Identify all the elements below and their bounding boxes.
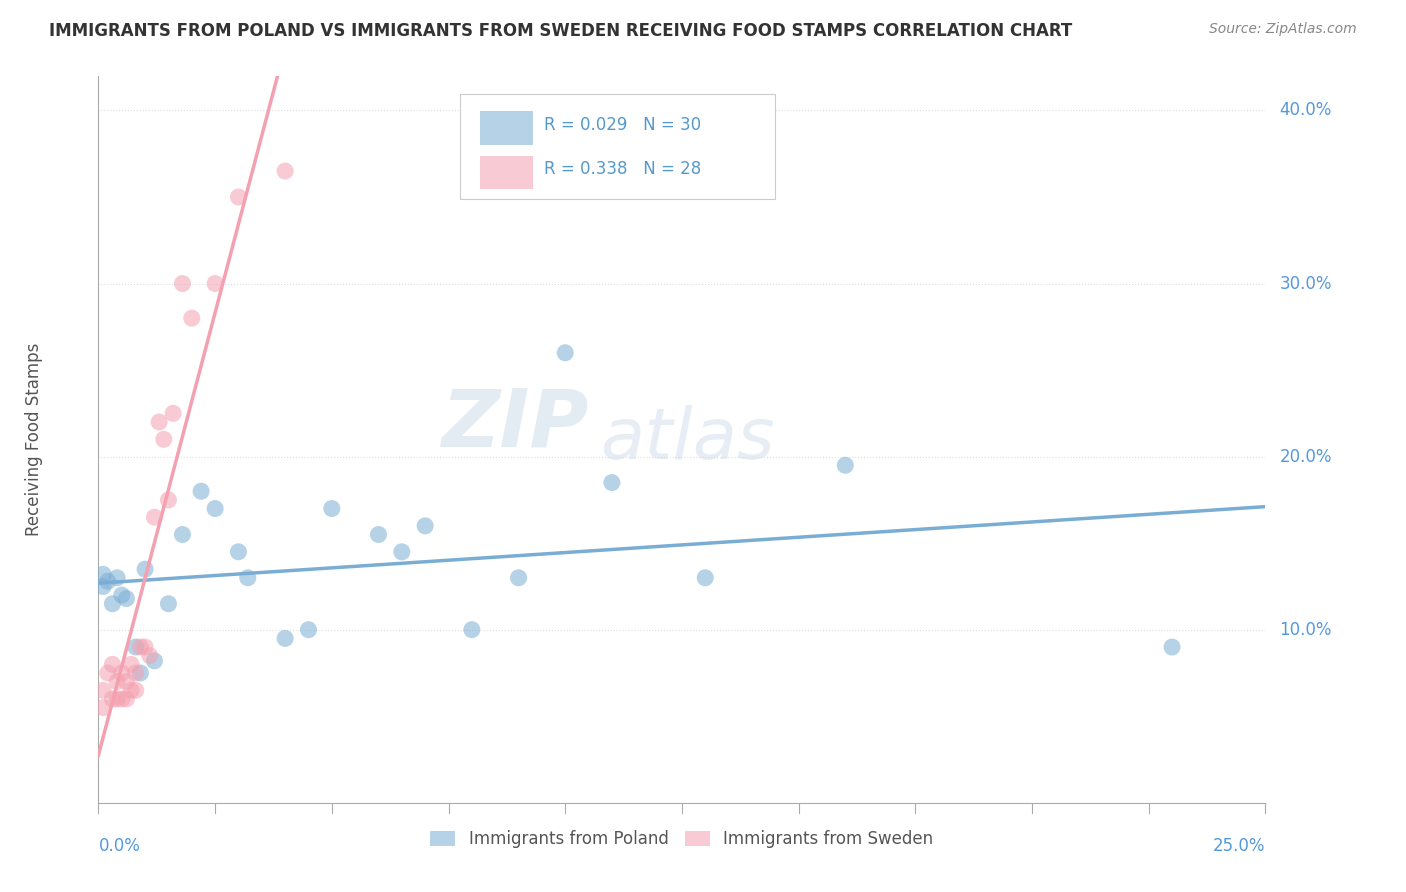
Point (204, 277, 226, 291)
Point (139, 648, 162, 663)
Point (97, 574, 120, 589)
Point (274, 632, 297, 646)
Point (129, 640, 152, 654)
Text: 30.0%: 30.0% (1279, 275, 1331, 293)
Point (101, 692, 124, 706)
Text: IMMIGRANTS FROM POLAND VS IMMIGRANTS FROM SWEDEN RECEIVING FOOD STAMPS CORRELATI: IMMIGRANTS FROM POLAND VS IMMIGRANTS FRO… (49, 22, 1073, 40)
Point (391, 545, 413, 559)
Point (1161, 640, 1184, 654)
Text: 0.0%: 0.0% (98, 838, 141, 855)
Point (297, 623, 319, 637)
Point (120, 683, 142, 698)
Text: atlas: atlas (600, 405, 775, 474)
Point (157, 492, 180, 507)
Text: Source: ZipAtlas.com: Source: ZipAtlas.com (1209, 22, 1357, 37)
Point (115, 591, 138, 606)
Point (91, 579, 114, 593)
Point (180, 311, 202, 326)
Point (554, 345, 576, 359)
Point (101, 657, 124, 672)
Point (236, 571, 259, 585)
Point (413, 519, 436, 533)
Point (367, 527, 389, 541)
FancyBboxPatch shape (460, 94, 775, 200)
Point (111, 665, 134, 680)
Point (204, 501, 226, 516)
Point (508, 571, 530, 585)
Text: 25.0%: 25.0% (1213, 838, 1265, 855)
Point (274, 164, 297, 178)
Point (172, 277, 194, 291)
Point (600, 475, 623, 490)
Text: 20.0%: 20.0% (1279, 448, 1331, 466)
Bar (479, 112, 533, 145)
Point (143, 510, 166, 524)
Text: R = 0.029   N = 30: R = 0.029 N = 30 (544, 116, 702, 134)
Point (152, 432, 174, 446)
Point (91, 567, 114, 582)
Point (125, 683, 148, 698)
Point (157, 597, 180, 611)
Point (105, 692, 128, 706)
Point (228, 545, 250, 559)
Point (91, 700, 114, 714)
Point (105, 571, 128, 585)
Point (228, 190, 250, 204)
Point (111, 692, 134, 706)
Text: ZIP: ZIP (441, 385, 589, 464)
Legend: Immigrants from Poland, Immigrants from Sweden: Immigrants from Poland, Immigrants from … (422, 822, 942, 856)
Point (120, 657, 142, 672)
Point (115, 692, 138, 706)
Point (134, 562, 156, 576)
Point (111, 588, 134, 602)
Point (105, 674, 128, 689)
Point (129, 665, 152, 680)
Point (125, 665, 148, 680)
Point (101, 597, 124, 611)
Point (115, 674, 138, 689)
Point (148, 415, 170, 429)
Point (162, 406, 184, 420)
Point (321, 501, 343, 516)
Point (91, 683, 114, 698)
Point (190, 484, 212, 499)
Point (695, 571, 717, 585)
Point (134, 640, 156, 654)
Point (125, 640, 148, 654)
Text: Receiving Food Stamps: Receiving Food Stamps (25, 343, 44, 536)
Text: R = 0.338   N = 28: R = 0.338 N = 28 (544, 161, 702, 178)
Point (461, 623, 484, 637)
Text: 10.0%: 10.0% (1279, 621, 1331, 639)
Text: 40.0%: 40.0% (1279, 102, 1331, 120)
Point (97, 665, 120, 680)
Point (143, 654, 166, 668)
Bar (479, 155, 533, 189)
Point (834, 458, 856, 473)
Point (172, 527, 194, 541)
